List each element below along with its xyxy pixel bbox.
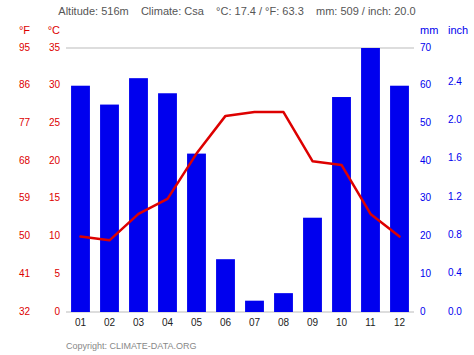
tick-label: 10 <box>336 317 348 328</box>
tick-label: 59 <box>19 192 31 203</box>
bar <box>129 78 148 312</box>
tick-label: 60 <box>420 79 432 90</box>
tick-label: 01 <box>75 317 87 328</box>
axis-label: °F <box>19 24 30 36</box>
tick-label: 30 <box>49 79 61 90</box>
tick-label: 03 <box>133 317 145 328</box>
tick-label: 20 <box>49 155 61 166</box>
tick-label: 09 <box>307 317 319 328</box>
tick-label: 35 <box>49 42 61 53</box>
tick-label: 10 <box>49 230 61 241</box>
tick-label: 06 <box>220 317 232 328</box>
axis-label: inch <box>448 24 468 36</box>
line <box>81 112 400 240</box>
tick-label: 95 <box>19 42 31 53</box>
tick-label: 77 <box>19 117 31 128</box>
tick-label: 0.4 <box>448 267 462 278</box>
title: Altitude: 516m Climate: Csa °C: 17.4 / °… <box>58 5 415 17</box>
tick-label: 05 <box>191 317 203 328</box>
axis-label: mm <box>420 24 438 36</box>
tick-label: 41 <box>19 268 31 279</box>
tick-label: 50 <box>420 117 432 128</box>
tick-label: 86 <box>19 79 31 90</box>
bar <box>216 259 235 312</box>
tick-label: 32 <box>19 306 31 317</box>
chart: Altitude: 516m Climate: Csa °C: 17.4 / °… <box>0 0 474 355</box>
tick-label: 2.0 <box>448 114 462 125</box>
axis-label: °C <box>48 24 60 36</box>
tick-label: 07 <box>249 317 261 328</box>
tick-label: 20 <box>420 230 432 241</box>
plot-area <box>71 48 409 312</box>
tick-label: 0.8 <box>448 229 462 240</box>
bar <box>390 86 409 312</box>
tick-label: 10 <box>420 268 432 279</box>
tick-label: 11 <box>365 317 376 328</box>
bar <box>71 86 90 312</box>
bar <box>303 218 322 312</box>
annotation: Copyright: CLIMATE-DATA.ORG <box>66 341 197 351</box>
tick-label: 02 <box>104 317 116 328</box>
tick-label: 70 <box>420 42 432 53</box>
tick-label: 15 <box>49 192 61 203</box>
tick-label: 2.4 <box>448 76 462 87</box>
tick-label: 40 <box>420 155 432 166</box>
tick-label: 0 <box>420 306 426 317</box>
tick-label: 0.0 <box>448 306 462 317</box>
bar <box>100 105 119 312</box>
tick-label: 1.6 <box>448 152 462 163</box>
bar <box>274 293 293 312</box>
tick-label: 1.2 <box>448 191 462 202</box>
bar <box>187 154 206 312</box>
tick-label: 25 <box>49 117 61 128</box>
tick-label: 5 <box>54 268 60 279</box>
tick-label: 12 <box>394 317 406 328</box>
tick-label: 08 <box>278 317 290 328</box>
tick-label: 68 <box>19 155 31 166</box>
bar <box>361 48 380 312</box>
tick-label: 50 <box>19 230 31 241</box>
tick-label: 04 <box>162 317 174 328</box>
bar <box>245 301 264 312</box>
tick-label: 0 <box>54 306 60 317</box>
bar <box>332 97 351 312</box>
tick-label: 30 <box>420 192 432 203</box>
